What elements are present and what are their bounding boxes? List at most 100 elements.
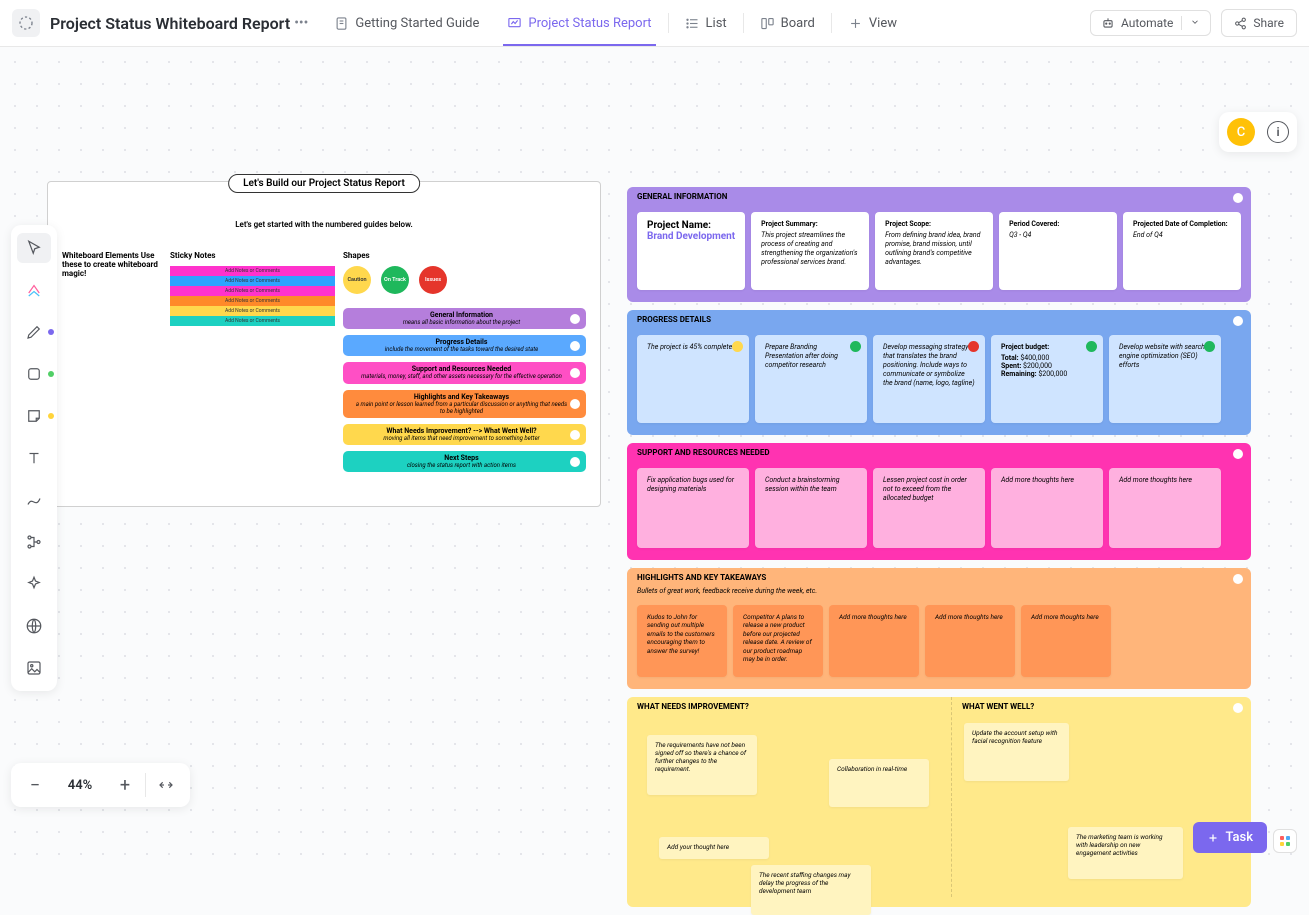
org-tool[interactable] bbox=[17, 527, 51, 557]
info-card[interactable]: Period Covered:Q3 - Q4 bbox=[999, 212, 1117, 290]
doc-icon bbox=[334, 16, 349, 31]
status-circle[interactable]: On Track bbox=[381, 266, 409, 294]
progress-card[interactable]: Project budget:Total: $400,000Spent: $20… bbox=[991, 335, 1103, 423]
chevron-down-icon[interactable] bbox=[1181, 16, 1200, 30]
section-progress: PROGRESS DETAILS The project is 45% comp… bbox=[627, 310, 1251, 435]
more-icon[interactable]: ••• bbox=[294, 15, 308, 31]
tab-report[interactable]: Project Status Report bbox=[493, 0, 665, 46]
improve-card[interactable]: The recent staffing changes may delay th… bbox=[751, 865, 871, 915]
progress-card[interactable]: Develop website with search engine optim… bbox=[1109, 335, 1221, 423]
support-card[interactable]: Conduct a brainstorming session within t… bbox=[755, 468, 867, 548]
clickup-tool[interactable] bbox=[17, 275, 51, 305]
ai-tool[interactable] bbox=[17, 569, 51, 599]
support-card[interactable]: Lessen project cost in order not to exce… bbox=[873, 468, 985, 548]
mini-sticky[interactable]: Add Notes or Comments bbox=[170, 266, 335, 276]
highlight-card[interactable]: Kudos to John for sending out multiple e… bbox=[637, 605, 727, 677]
share-button[interactable]: Share bbox=[1221, 9, 1297, 37]
status-circle[interactable]: Caution bbox=[343, 266, 371, 294]
info-card[interactable]: Project Scope:From defining brand idea, … bbox=[875, 212, 993, 290]
highlight-card[interactable]: Competitor A plans to release a new prod… bbox=[733, 605, 823, 677]
shape-tool[interactable] bbox=[17, 359, 51, 389]
top-bar: Project Status Whiteboard Report ••• Get… bbox=[0, 0, 1309, 47]
tab-guide[interactable]: Getting Started Guide bbox=[320, 0, 493, 46]
mini-sticky[interactable]: Add Notes or Comments bbox=[170, 276, 335, 286]
zoom-control: − 44% + bbox=[11, 763, 190, 807]
improve-card[interactable]: The requirements have not been signed of… bbox=[647, 735, 757, 795]
ring-icon bbox=[1233, 574, 1243, 584]
project-name-card[interactable]: Project Name:Brand Development bbox=[637, 212, 745, 290]
sticky-tool[interactable] bbox=[17, 401, 51, 431]
automate-label: Automate bbox=[1121, 16, 1173, 30]
ring-icon bbox=[1233, 316, 1243, 326]
ring-icon bbox=[1233, 193, 1243, 203]
tab-bar: Getting Started Guide Project Status Rep… bbox=[320, 0, 911, 46]
whiteboard-canvas[interactable]: C i Let's Build our Project Status Repor… bbox=[0, 47, 1309, 867]
info-card[interactable]: Projected Date of Completion:End of Q4 bbox=[1123, 212, 1241, 290]
section-bar[interactable]: Support and Resources Neededmaterials, m… bbox=[343, 362, 586, 383]
support-card[interactable]: Add more thoughts here bbox=[1109, 468, 1221, 548]
highlight-card[interactable]: Add more thoughts here bbox=[1021, 605, 1111, 677]
wentwell-card[interactable]: The marketing team is working with leade… bbox=[1068, 827, 1183, 879]
highlight-card[interactable]: Add more thoughts here bbox=[829, 605, 919, 677]
section-improve: WHAT NEEDS IMPROVEMENT? The requirements… bbox=[627, 697, 1251, 907]
section-bar[interactable]: Highlights and Key Takeawaysa main point… bbox=[343, 390, 586, 418]
apps-button[interactable] bbox=[1273, 829, 1297, 853]
guide-title: Let's Build our Project Status Report bbox=[228, 174, 420, 193]
connector-tool[interactable] bbox=[17, 485, 51, 515]
page-title: Project Status Whiteboard Report bbox=[50, 14, 290, 33]
highlight-card[interactable]: Add more thoughts here bbox=[925, 605, 1015, 677]
info-card[interactable]: Project Summary:This project streamlines… bbox=[751, 212, 869, 290]
tab-add-view[interactable]: View bbox=[834, 0, 911, 46]
col1-title: Whiteboard Elements Use these to create … bbox=[62, 251, 162, 278]
improve-card[interactable]: Add your thought here bbox=[659, 837, 769, 859]
mini-sticky[interactable]: Add Notes or Comments bbox=[170, 306, 335, 316]
zoom-out-button[interactable]: − bbox=[15, 767, 55, 803]
doc-icon bbox=[12, 9, 40, 37]
section-bar[interactable]: General Informationmeans all basic infor… bbox=[343, 308, 586, 329]
task-button[interactable]: Task bbox=[1193, 822, 1267, 853]
plus-icon bbox=[1207, 832, 1219, 844]
list-icon bbox=[685, 16, 700, 31]
zoom-fit-button[interactable] bbox=[146, 777, 186, 793]
progress-card[interactable]: The project is 45% complete. bbox=[637, 335, 749, 423]
section-title: SUPPORT AND RESOURCES NEEDED bbox=[627, 443, 1251, 462]
col3-title: Shapes bbox=[343, 251, 586, 260]
improve-col-left: WHAT NEEDS IMPROVEMENT? The requirements… bbox=[627, 697, 951, 897]
robot-icon bbox=[1101, 16, 1115, 30]
section-bar[interactable]: Next Stepsclosing the status report with… bbox=[343, 451, 586, 472]
section-bar[interactable]: Progress Detailsinclude the movement of … bbox=[343, 335, 586, 356]
zoom-value: 44% bbox=[55, 778, 105, 793]
tab-list[interactable]: List bbox=[671, 0, 741, 46]
status-circle[interactable]: Issues bbox=[419, 266, 447, 294]
section-highlights: HIGHLIGHTS AND KEY TAKEAWAYS Bullets of … bbox=[627, 568, 1251, 689]
task-label: Task bbox=[1225, 830, 1253, 845]
section-bars: General Informationmeans all basic infor… bbox=[343, 308, 586, 472]
mini-sticky[interactable]: Add Notes or Comments bbox=[170, 316, 335, 326]
share-label: Share bbox=[1253, 16, 1284, 30]
guide-panel: Let's Build our Project Status Report Le… bbox=[47, 181, 601, 507]
improve-col-right: WHAT WENT WELL? Update the account setup… bbox=[951, 697, 1251, 897]
progress-card[interactable]: Prepare Branding Presentation after doin… bbox=[755, 335, 867, 423]
wentwell-card[interactable]: Update the account setup with facial rec… bbox=[964, 723, 1069, 781]
progress-card[interactable]: Develop messaging strategy that translat… bbox=[873, 335, 985, 423]
tab-board[interactable]: Board bbox=[746, 0, 829, 46]
mini-sticky[interactable]: Add Notes or Comments bbox=[170, 296, 335, 306]
section-bar[interactable]: What Needs Improvement? --> What Went We… bbox=[343, 424, 586, 445]
tab-label: List bbox=[706, 16, 727, 31]
pen-tool[interactable] bbox=[17, 317, 51, 347]
support-card[interactable]: Add more thoughts here bbox=[991, 468, 1103, 548]
section-support: SUPPORT AND RESOURCES NEEDED Fix applica… bbox=[627, 443, 1251, 560]
section-general: GENERAL INFORMATION Project Name:Brand D… bbox=[627, 187, 1251, 302]
text-tool[interactable] bbox=[17, 443, 51, 473]
zoom-in-button[interactable]: + bbox=[105, 767, 145, 803]
pointer-tool[interactable] bbox=[17, 233, 51, 263]
info-icon[interactable]: i bbox=[1267, 121, 1289, 143]
vertical-toolbar bbox=[11, 225, 57, 691]
web-tool[interactable] bbox=[17, 611, 51, 641]
mini-sticky[interactable]: Add Notes or Comments bbox=[170, 286, 335, 296]
avatar[interactable]: C bbox=[1227, 118, 1255, 146]
support-card[interactable]: Fix application bugs used for designing … bbox=[637, 468, 749, 548]
image-tool[interactable] bbox=[17, 653, 51, 683]
improve-card[interactable]: Collaboration in real-time bbox=[829, 759, 929, 807]
automate-button[interactable]: Automate bbox=[1090, 10, 1211, 36]
